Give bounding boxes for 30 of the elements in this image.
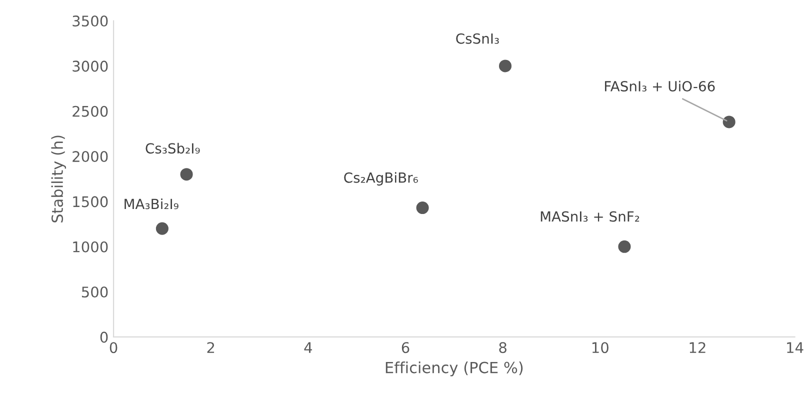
y-tick-label: 1000 [73, 241, 108, 252]
x-tick-label: 2 [207, 342, 214, 353]
x-tick-label: 14 [787, 342, 804, 353]
y-tick-label: 2500 [72, 106, 108, 117]
y-tick-label: 1500 [73, 196, 108, 208]
point [618, 240, 631, 253]
annotation: FASnI₃ + UiO-66 [605, 80, 715, 92]
y-axis-title: Stability (h) [51, 136, 66, 222]
annotation: MA₃Bi₂I₉ [124, 198, 178, 210]
point [498, 60, 512, 72]
y-tick-label: 0 [100, 332, 108, 343]
annotation: Cs₂AgBiBr₆ [344, 172, 418, 186]
annotation: CsSnI₃ [456, 33, 499, 44]
x-tick-label: 0 [110, 342, 118, 354]
x-tick-label: 12 [690, 342, 706, 353]
x-tick-label: 8 [499, 342, 506, 354]
y-tick-label: 500 [82, 286, 108, 298]
point [180, 168, 193, 181]
x-tick-label: 4 [304, 342, 312, 353]
y-tick-label: 3500 [72, 16, 108, 27]
point [722, 116, 736, 128]
point [156, 222, 168, 235]
x-tick-label: 10 [592, 342, 608, 354]
y-tick-label: 3000 [72, 60, 108, 72]
x-tick-label: 6 [402, 342, 410, 354]
annotation: MASnI₃ + SnF₂ [540, 211, 640, 222]
y-tick-label: 2000 [72, 151, 108, 162]
point [416, 202, 429, 214]
x-axis-title: Efficiency (PCE %) [386, 361, 523, 376]
annotation: Cs₃Sb₂I₉ [146, 142, 200, 154]
